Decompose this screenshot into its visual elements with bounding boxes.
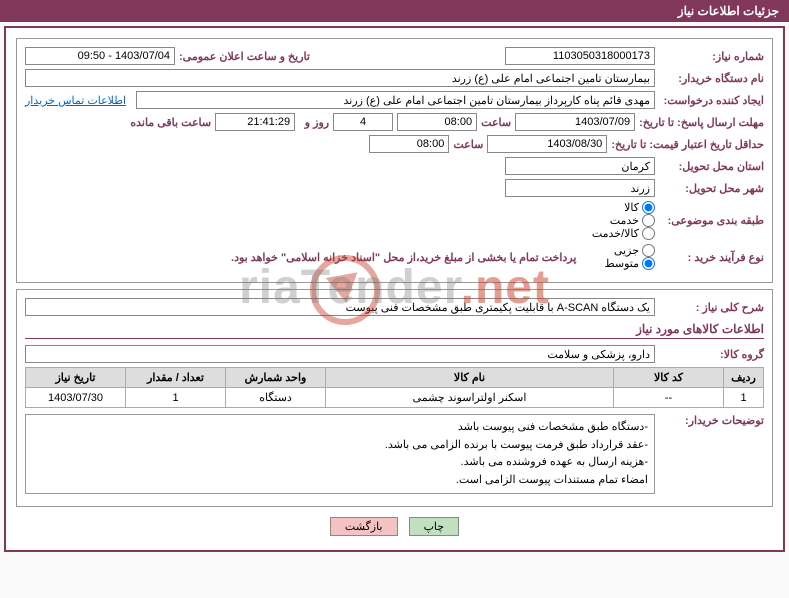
back-button[interactable]: بازگشت	[330, 517, 398, 536]
page-header: جزئیات اطلاعات نیاز	[0, 0, 789, 22]
row-validity: حداقل تاریخ اعتبار قیمت: تا تاریخ: 1403/…	[25, 135, 764, 153]
table-cell: 1	[724, 388, 764, 408]
buyer-desc-line: امضاء تمام مستندات پیوست الزامی است.	[32, 472, 648, 490]
need-number-label: شماره نیاز:	[659, 50, 764, 63]
purchase-radio[interactable]	[642, 257, 655, 270]
print-button[interactable]: چاپ	[409, 517, 460, 536]
table-cell: --	[614, 388, 724, 408]
reply-deadline-time: 08:00	[397, 113, 477, 131]
buyer-value: بیمارستان تامین اجتماعی امام علی (ع) زرن…	[25, 69, 655, 87]
table-cell: 1403/07/30	[26, 388, 126, 408]
buyer-desc-label: توضیحات خریدار:	[659, 414, 764, 427]
row-province: استان محل تحویل: کرمان	[25, 157, 764, 175]
reply-deadline-label: مهلت ارسال پاسخ: تا تاریخ:	[639, 116, 764, 129]
row-reply-deadline: مهلت ارسال پاسخ: تا تاریخ: 1403/07/09 سا…	[25, 113, 764, 131]
days-remaining: 4	[333, 113, 393, 131]
goods-group-label: گروه کالا:	[659, 348, 764, 361]
category-radio-label: کالا	[624, 201, 639, 214]
col-name: نام کالا	[326, 368, 614, 388]
col-unit: واحد شمارش	[226, 368, 326, 388]
hour-label-2: ساعت	[453, 138, 483, 151]
row-purchase-type: نوع فرآیند خرید : جزییمتوسط پرداخت تمام …	[25, 244, 764, 270]
buyer-desc-line: -عقد قرارداد طبق فرمت پیوست با برنده الز…	[32, 437, 648, 455]
remaining-label: ساعت باقی مانده	[130, 116, 211, 129]
city-value: زرند	[505, 179, 655, 197]
announce-label: تاریخ و ساعت اعلان عمومی:	[179, 50, 310, 63]
main-frame: شماره نیاز: 1103050318000173 تاریخ و ساع…	[4, 26, 785, 552]
col-row: ردیف	[724, 368, 764, 388]
table-row: 1--اسکنر اولتراسوند چشمیدستگاه11403/07/3…	[26, 388, 764, 408]
buyer-desc-line: -دستگاه طبق مشخصات فنی پیوست باشد	[32, 419, 648, 437]
row-requester: ایجاد کننده درخواست: مهدی قائم پناه کارپ…	[25, 91, 764, 109]
requester-value: مهدی قائم پناه کارپرداز بیمارستان تامین …	[136, 91, 655, 109]
details-panel: شرح کلی نیاز : یک دستگاه A-SCAN با قابلی…	[16, 289, 773, 507]
goods-group-value: دارو، پزشکی و سلامت	[25, 345, 655, 363]
col-date: تاریخ نیاز	[26, 368, 126, 388]
payment-note: پرداخت تمام یا بخشی از مبلغ خرید،از محل …	[231, 251, 576, 264]
requester-label: ایجاد کننده درخواست:	[659, 94, 764, 107]
validity-label: حداقل تاریخ اعتبار قیمت: تا تاریخ:	[611, 138, 764, 151]
category-radio-label: کالا/خدمت	[592, 227, 639, 240]
days-and-label: روز و	[299, 116, 329, 129]
col-code: کد کالا	[614, 368, 724, 388]
row-city: شهر محل تحویل: زرند	[25, 179, 764, 197]
purchase-radio-label: جزیی	[614, 244, 639, 257]
validity-time: 08:00	[369, 135, 449, 153]
countdown-value: 21:41:29	[215, 113, 295, 131]
validity-date: 1403/08/30	[487, 135, 607, 153]
table-cell: 1	[126, 388, 226, 408]
goods-section-title: اطلاعات کالاهای مورد نیاز	[25, 322, 764, 339]
purchase-radio-item: جزیی	[604, 244, 655, 257]
table-cell: اسکنر اولتراسوند چشمی	[326, 388, 614, 408]
purchase-type-label: نوع فرآیند خرید :	[659, 251, 764, 264]
category-radio-item: خدمت	[592, 214, 655, 227]
buyer-contact-link[interactable]: اطلاعات تماس خریدار	[25, 94, 126, 107]
reply-deadline-date: 1403/07/09	[515, 113, 635, 131]
row-buyer-desc: توضیحات خریدار: -دستگاه طبق مشخصات فنی پ…	[25, 414, 764, 494]
row-goods-group: گروه کالا: دارو، پزشکی و سلامت	[25, 345, 764, 363]
items-table: ردیف کد کالا نام کالا واحد شمارش تعداد /…	[25, 367, 764, 408]
buyer-label: نام دستگاه خریدار:	[659, 72, 764, 85]
info-panel: شماره نیاز: 1103050318000173 تاریخ و ساع…	[16, 38, 773, 283]
buyer-desc-line: -هزینه ارسال به عهده فروشنده می باشد.	[32, 454, 648, 472]
row-buyer: نام دستگاه خریدار: بیمارستان تامین اجتما…	[25, 69, 764, 87]
purchase-radio-item: متوسط	[604, 257, 655, 270]
items-header-row: ردیف کد کالا نام کالا واحد شمارش تعداد /…	[26, 368, 764, 388]
page-title: جزئیات اطلاعات نیاز	[678, 4, 779, 18]
row-need-number: شماره نیاز: 1103050318000173 تاریخ و ساع…	[25, 47, 764, 65]
province-label: استان محل تحویل:	[659, 160, 764, 173]
buyer-desc-box: -دستگاه طبق مشخصات فنی پیوست باشد-عقد قر…	[25, 414, 655, 494]
province-value: کرمان	[505, 157, 655, 175]
category-radio[interactable]	[642, 214, 655, 227]
purchase-radio-label: متوسط	[604, 257, 639, 270]
hour-label-1: ساعت	[481, 116, 511, 129]
category-radio-item: کالا/خدمت	[592, 227, 655, 240]
row-summary: شرح کلی نیاز : یک دستگاه A-SCAN با قابلی…	[25, 298, 764, 316]
row-category: طبقه بندی موضوعی: کالاخدمتکالا/خدمت	[25, 201, 764, 240]
need-number-value: 1103050318000173	[505, 47, 655, 65]
category-radio[interactable]	[642, 227, 655, 240]
category-radio-item: کالا	[592, 201, 655, 214]
category-radio-label: خدمت	[610, 214, 639, 227]
button-row: چاپ بازگشت	[16, 513, 773, 540]
category-radio[interactable]	[642, 201, 655, 214]
table-cell: دستگاه	[226, 388, 326, 408]
purchase-radio[interactable]	[642, 244, 655, 257]
summary-text: یک دستگاه A-SCAN با قابلیت پکیمتری طبق م…	[25, 298, 655, 316]
col-qty: تعداد / مقدار	[126, 368, 226, 388]
summary-label: شرح کلی نیاز :	[659, 301, 764, 314]
announce-value: 1403/07/04 - 09:50	[25, 47, 175, 65]
city-label: شهر محل تحویل:	[659, 182, 764, 195]
category-label: طبقه بندی موضوعی:	[659, 214, 764, 227]
